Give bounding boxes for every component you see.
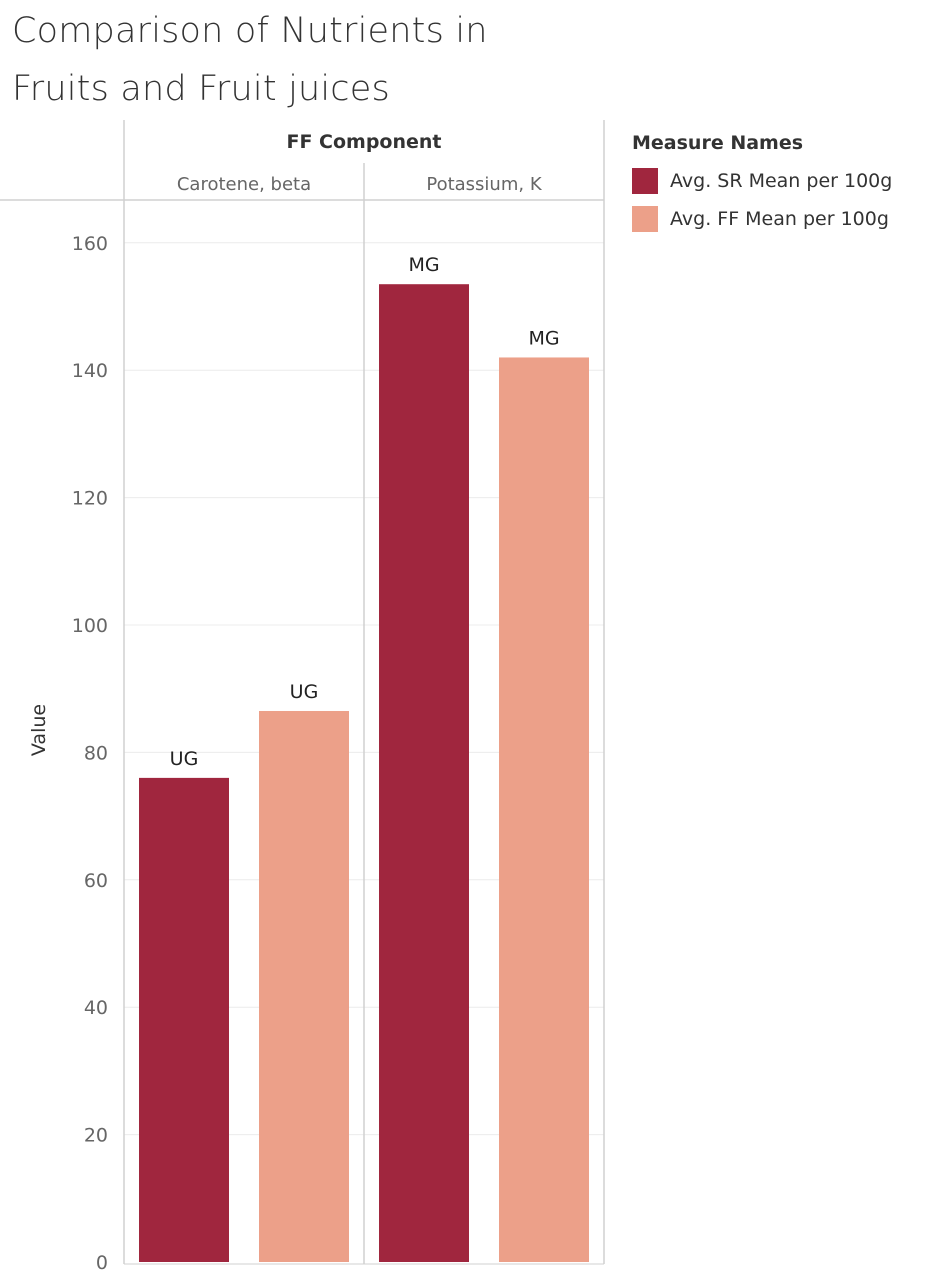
bar-chart: FF Component Carotene, beta Potassium, K 0 2…: [0, 0, 620, 1280]
y-tick-label-140: 140: [72, 360, 108, 382]
column-header: FF Component: [286, 131, 441, 153]
legend-item-ff[interactable]: Avg. FF Mean per 100g: [632, 200, 938, 238]
category-label-1: Carotene, beta: [177, 174, 311, 195]
data-label-sr-1: UG: [170, 748, 199, 770]
y-tick-label-160: 160: [72, 233, 108, 255]
bar-sr-1: [139, 778, 229, 1262]
data-label-ff-1: UG: [290, 681, 319, 703]
y-tick-label-100: 100: [72, 615, 108, 637]
legend-swatch-ff: [632, 206, 658, 232]
legend: Measure Names Avg. SR Mean per 100g Avg.…: [632, 128, 938, 238]
bar-ff-2: [499, 357, 589, 1262]
y-tick-label-40: 40: [84, 997, 108, 1019]
legend-swatch-sr: [632, 168, 658, 194]
y-tick-label-120: 120: [72, 488, 108, 510]
legend-label-sr: Avg. SR Mean per 100g: [670, 170, 892, 192]
data-label-sr-2: MG: [408, 254, 439, 276]
bar-sr-2: [379, 284, 469, 1262]
y-tick-label-60: 60: [84, 870, 108, 892]
legend-title: Measure Names: [632, 128, 938, 162]
legend-label-ff: Avg. FF Mean per 100g: [670, 208, 889, 230]
y-tick-label-20: 20: [84, 1125, 108, 1147]
y-axis-title: Value: [28, 704, 50, 756]
data-label-ff-2: MG: [528, 327, 559, 349]
y-tick-label-80: 80: [84, 742, 108, 764]
bar-ff-1: [259, 711, 349, 1262]
legend-item-sr[interactable]: Avg. SR Mean per 100g: [632, 162, 938, 200]
category-label-2: Potassium, K: [426, 174, 542, 195]
y-tick-label-0: 0: [96, 1252, 108, 1274]
